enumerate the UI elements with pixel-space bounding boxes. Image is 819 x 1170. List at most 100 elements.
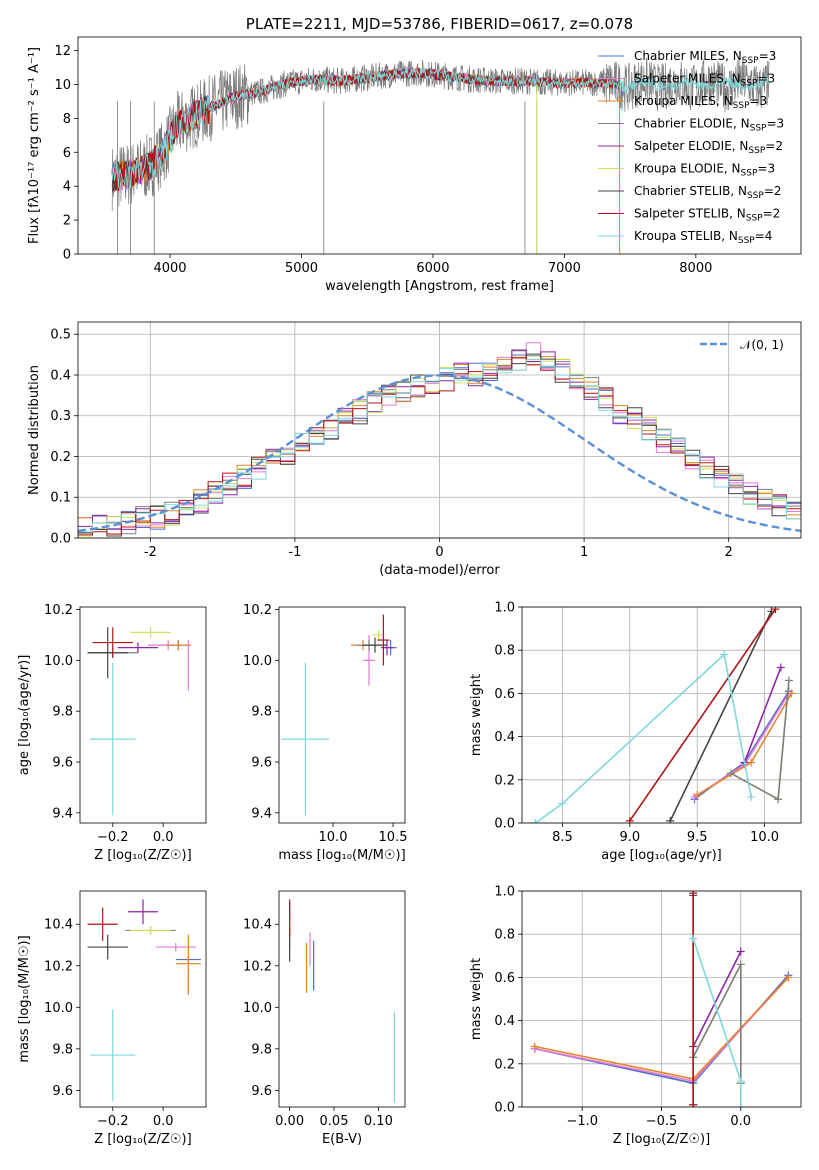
legend-entry: Salpeter ELODIE, NSSP=2	[634, 139, 783, 156]
x-tick-label: 9.0	[619, 830, 640, 845]
weight-marker	[531, 819, 540, 823]
y-tick-label: 9.6	[52, 756, 73, 771]
y-tick-label: 0.3	[50, 409, 71, 424]
axes-frame	[521, 890, 802, 1108]
plot-area	[281, 614, 397, 816]
legend-entry: Kroupa MILES, NSSP=3	[634, 94, 767, 111]
y-axis-label: mass weight	[469, 958, 484, 1040]
axes-frame	[79, 606, 207, 824]
y-tick-label: 9.4	[251, 806, 272, 821]
x-tick-label: 0.00	[275, 1114, 304, 1129]
plot-area	[530, 891, 793, 1107]
age-vs-mass-panel: 10.0 10.5 9.4 9.6 9.8 10.0 10.2 mass [log₁₀(M/M…	[243, 603, 407, 863]
y-tick-label: 10.4	[243, 918, 272, 933]
y-tick-label: 10.0	[44, 1001, 73, 1016]
x-axis-label: Z [log₁₀(Z/Z☉)]	[613, 1132, 710, 1147]
x-tick-label: -2	[144, 545, 157, 560]
chart-title: PLATE=2211, MJD=53786, FIBERID=0617, z=0…	[246, 15, 633, 33]
axes-frame	[77, 36, 802, 255]
y-tick-label: 9.8	[52, 705, 73, 720]
y-tick-label: 0	[63, 248, 71, 263]
weight-marker	[747, 793, 756, 802]
plot-area	[78, 342, 801, 537]
x-tick-label: 8.5	[552, 830, 573, 845]
spectrum-legend: Chabrier MILES, NSSP=3 Salpeter MILES, NS…	[598, 49, 784, 246]
y-axis-label: mass weight	[469, 674, 484, 756]
legend-entry: Kroupa STELIB, NSSP=4	[634, 229, 772, 246]
y-tick-label: 10	[54, 78, 71, 93]
y-tick-label: 0.2	[50, 450, 71, 465]
x-tick-label: 0.10	[364, 1114, 393, 1129]
axes-frame	[79, 890, 207, 1108]
y-tick-label: 9.4	[52, 806, 73, 821]
residual-histogram-panel: -2 -1 0 1 2 0.0 0.1 0.2 0.3 0.4 0.5 (data-model)/er…	[27, 321, 802, 578]
weight-marker	[625, 816, 634, 823]
weight-marker	[726, 769, 735, 778]
y-tick-label: 0.8	[494, 644, 515, 659]
y-tick-label: 10.2	[243, 603, 272, 618]
x-tick-label: -1	[288, 545, 301, 560]
x-tick-label: −0.2	[97, 1114, 129, 1129]
mass-weight-vs-metallicity-panel: −1.0 −0.5 0.0 0.0 0.2 0.4 0.6 0.8 1.0 Z [log₁₀(Z/…	[469, 885, 802, 1147]
weight-marker	[771, 607, 780, 614]
x-tick-label: 0.05	[320, 1114, 349, 1129]
x-axis-label: Z [log₁₀(Z/Z☉)]	[94, 848, 191, 863]
weight-marker	[774, 795, 783, 804]
y-tick-label: 0.4	[494, 730, 515, 745]
y-tick-label: 10.0	[243, 1001, 272, 1016]
weight-marker	[689, 891, 698, 898]
x-tick-label: −1.0	[566, 1114, 598, 1129]
x-tick-label: 0.0	[153, 1114, 174, 1129]
x-tick-label: 9.5	[687, 830, 708, 845]
y-axis-label: mass [log₁₀(M/M☉)]	[17, 935, 32, 1062]
plot-area	[87, 899, 201, 1101]
x-axis-label: (data-model)/error	[379, 563, 500, 578]
y-tick-label: 9.6	[251, 1084, 272, 1099]
y-tick-label: 2	[63, 214, 71, 229]
weight-marker	[689, 1100, 698, 1107]
weight-marker	[747, 758, 756, 767]
gaussian-curve	[78, 374, 801, 533]
weight-marker	[720, 650, 729, 659]
y-tick-label: 10.2	[243, 959, 272, 974]
axes-frame	[278, 890, 406, 1108]
y-tick-label: 0.1	[50, 491, 71, 506]
x-axis-label: E(B-V)	[322, 1132, 362, 1147]
y-tick-label: 9.8	[251, 1042, 272, 1057]
weight-marker	[736, 1103, 745, 1107]
mass-vs-metallicity-panel: −0.2 0.0 9.6 9.8 10.0 10.2 10.4 Z [log₁₀(Z/Z☉)]…	[17, 890, 207, 1147]
y-tick-label: 10.0	[44, 654, 73, 669]
x-tick-label: 0.0	[730, 1114, 751, 1129]
y-axis-label: Flux [fλ10⁻¹⁷ erg cm⁻² s⁻¹ A⁻¹]	[27, 47, 42, 244]
x-tick-label: 2	[725, 545, 733, 560]
y-tick-label: 9.8	[251, 705, 272, 720]
weight-marker	[558, 799, 567, 808]
age-vs-metallicity-panel: −0.2 0.0 9.4 9.6 9.8 10.0 10.2 Z [log₁₀(Z/Z☉)] a…	[17, 603, 207, 863]
y-tick-label: 0.4	[50, 368, 71, 383]
x-tick-label: 1	[580, 545, 588, 560]
x-tick-label: 10.0	[319, 830, 348, 845]
x-tick-label: 8000	[679, 261, 712, 276]
x-tick-label: 10.0	[750, 830, 779, 845]
plot-area	[87, 627, 191, 816]
x-axis-label: mass [log₁₀(M/M☉)]	[278, 848, 405, 863]
y-tick-label: 9.6	[52, 1084, 73, 1099]
y-axis-label: Normed distribution	[27, 365, 42, 495]
x-tick-label: 6000	[416, 261, 449, 276]
x-tick-label: 0	[435, 545, 443, 560]
x-tick-label: 0.0	[153, 830, 174, 845]
weight-marker	[530, 1042, 539, 1051]
y-tick-label: 10.0	[243, 654, 272, 669]
legend-entry: Salpeter STELIB, NSSP=2	[634, 207, 780, 224]
y-tick-label: 6	[63, 146, 71, 161]
x-axis-label: Z [log₁₀(Z/Z☉)]	[94, 1132, 191, 1147]
y-tick-label: 12	[54, 44, 71, 59]
weight-line	[669, 610, 773, 822]
plot-area	[289, 899, 395, 1103]
legend-entry: Chabrier MILES, NSSP=3	[634, 49, 776, 66]
weight-marker	[736, 947, 745, 956]
weight-marker	[784, 973, 793, 982]
y-tick-label: 0.0	[494, 817, 515, 832]
y-tick-label: 0.6	[494, 971, 515, 986]
